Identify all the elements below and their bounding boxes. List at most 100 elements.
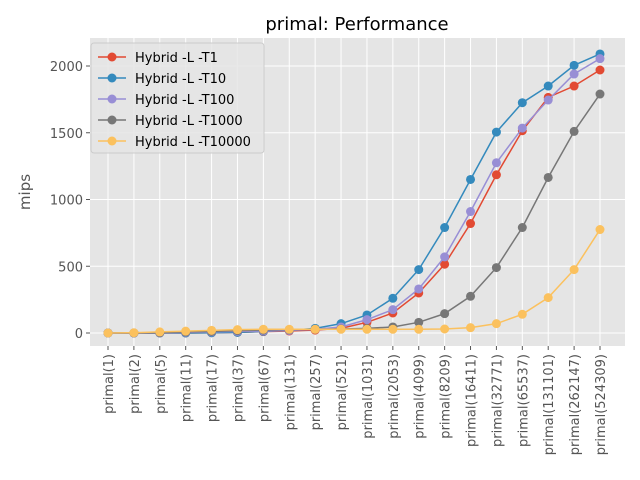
legend-item: Hybrid -L -T1 — [98, 51, 218, 66]
data-point — [491, 263, 501, 273]
x-tick-label: primal(521) — [335, 354, 350, 430]
data-point — [491, 170, 501, 180]
data-point — [414, 324, 424, 334]
x-tick-label: primal(257) — [309, 354, 324, 430]
data-point — [569, 81, 579, 91]
data-point — [388, 324, 398, 334]
data-point — [440, 309, 450, 319]
x-tick-label: primal(8209) — [439, 354, 454, 439]
y-axis-label: mips — [16, 174, 34, 210]
chart-title: primal: Performance — [265, 14, 448, 35]
series-5 — [103, 225, 605, 338]
data-point — [284, 324, 294, 334]
data-point — [440, 252, 450, 262]
data-point — [569, 60, 579, 70]
y-tick-label: 0 — [75, 327, 83, 342]
data-point — [258, 324, 268, 334]
data-point — [517, 223, 527, 233]
data-point — [543, 172, 553, 182]
data-point — [595, 54, 605, 64]
data-point — [336, 324, 346, 334]
data-point — [466, 323, 476, 333]
data-point — [491, 319, 501, 329]
data-point — [362, 315, 372, 325]
data-point — [595, 225, 605, 235]
x-tick-label: primal(17) — [206, 354, 221, 422]
x-tick-label: primal(32771) — [490, 354, 505, 447]
data-point — [181, 326, 191, 336]
legend-marker — [107, 52, 117, 62]
data-point — [466, 174, 476, 184]
data-point — [466, 291, 476, 301]
legend: Hybrid -L -T1 Hybrid -L -T10 Hybrid -L -T1… — [90, 42, 265, 154]
data-point — [595, 89, 605, 99]
x-tick-label: primal(65537) — [516, 354, 531, 447]
x-tick-label: primal(131101) — [542, 354, 557, 455]
x-tick-label: primal(16411) — [465, 354, 480, 447]
data-point — [103, 328, 113, 338]
data-point — [569, 69, 579, 79]
x-tick-label: primal(262147) — [568, 354, 583, 455]
data-point — [388, 293, 398, 303]
data-point — [362, 324, 372, 334]
data-point — [543, 81, 553, 91]
legend-label: Hybrid -L -T10 — [135, 72, 226, 87]
legend-marker — [107, 73, 117, 83]
data-point — [232, 325, 242, 335]
legend-item: Hybrid -L -T10 — [98, 72, 226, 87]
data-point — [440, 324, 450, 334]
legend-label: Hybrid -L -T1000 — [135, 114, 243, 129]
legend-marker — [107, 94, 117, 104]
x-tick-label: primal(5) — [154, 354, 169, 414]
data-point — [440, 223, 450, 233]
x-axis-ticks: primal(1) primal(2) primal(5) primal(11) pri… — [102, 346, 609, 455]
legend-label: Hybrid -L -T10000 — [135, 135, 251, 150]
data-point — [543, 293, 553, 303]
y-tick-label: 500 — [58, 260, 83, 275]
data-point — [414, 284, 424, 294]
data-point — [207, 325, 217, 335]
y-tick-label: 2000 — [50, 60, 83, 75]
x-tick-label: primal(37) — [231, 354, 246, 422]
series-layer — [103, 49, 605, 338]
legend-item: Hybrid -L -T100 — [98, 93, 234, 108]
data-point — [595, 65, 605, 75]
x-tick-label: primal(2) — [128, 354, 143, 414]
legend-label: Hybrid -L -T1 — [135, 51, 218, 66]
x-tick-label: primal(11) — [180, 354, 195, 422]
data-point — [517, 123, 527, 133]
data-point — [155, 327, 165, 337]
data-point — [466, 207, 476, 217]
legend-label: Hybrid -L -T100 — [135, 93, 234, 108]
legend-marker — [107, 136, 117, 146]
data-point — [517, 309, 527, 319]
x-tick-label: primal(67) — [257, 354, 272, 422]
legend-box — [90, 42, 265, 154]
data-point — [388, 305, 398, 315]
x-tick-label: primal(4099) — [413, 354, 428, 439]
data-point — [414, 317, 424, 327]
data-point — [517, 98, 527, 108]
data-point — [310, 324, 320, 334]
y-axis-ticks: 0 500 1000 1500 2000 — [50, 60, 90, 342]
data-point — [543, 95, 553, 105]
data-point — [129, 328, 139, 338]
x-tick-label: primal(524309) — [594, 354, 609, 455]
data-point — [491, 127, 501, 137]
x-tick-label: primal(2053) — [387, 354, 402, 439]
x-tick-label: primal(131) — [283, 354, 298, 430]
data-point — [569, 265, 579, 275]
x-tick-label: primal(1) — [102, 354, 117, 414]
y-tick-label: 1500 — [50, 127, 83, 142]
x-tick-label: primal(1031) — [361, 354, 376, 439]
data-point — [569, 126, 579, 136]
data-point — [414, 265, 424, 275]
legend-item: Hybrid -L -T1000 — [98, 114, 243, 129]
data-point — [491, 158, 501, 168]
legend-marker — [107, 115, 117, 125]
y-tick-label: 1000 — [50, 194, 83, 209]
data-point — [466, 219, 476, 229]
data-point — [440, 259, 450, 269]
legend-item: Hybrid -L -T10000 — [98, 135, 251, 150]
